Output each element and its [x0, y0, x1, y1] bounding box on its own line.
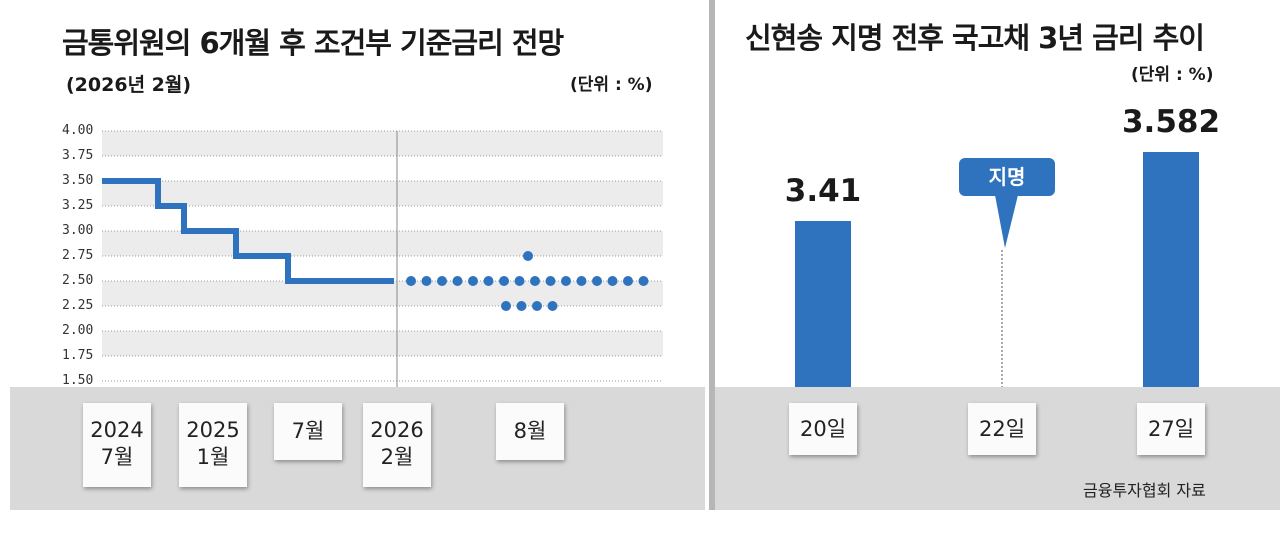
projection-dot	[501, 301, 511, 311]
projection-dot	[576, 276, 587, 286]
y-tick-label: 3.50	[62, 173, 94, 188]
y-tick-label: 2.00	[62, 323, 94, 338]
projection-dot	[499, 276, 509, 286]
y-tick-label: 3.00	[62, 223, 94, 238]
grid-band	[102, 131, 663, 156]
x-axis-card: 8월	[496, 403, 564, 460]
x-axis-label-line1: 8월	[513, 419, 547, 443]
date-card: 20일	[789, 403, 857, 455]
panel-divider	[709, 0, 715, 510]
projection-dot	[483, 276, 494, 286]
projection-dot	[514, 276, 525, 286]
projection-dot	[545, 276, 556, 286]
projection-dot	[421, 276, 432, 286]
projection-dot	[452, 276, 463, 286]
rate-line-chart	[102, 130, 663, 387]
x-axis-card: 2024 7월	[83, 403, 151, 487]
x-axis-label-line1: 7월	[291, 419, 325, 443]
projection-dot	[592, 276, 602, 286]
y-tick-label: 1.50	[62, 373, 94, 388]
bar-value-label: 3.41	[784, 173, 862, 210]
yield-bar	[1143, 152, 1199, 387]
grid-band	[102, 181, 663, 206]
y-tick-label: 4.00	[62, 123, 94, 138]
right-unit-label: (단위 : %)	[1131, 65, 1214, 85]
projection-dot	[406, 276, 416, 286]
x-axis-card: 2025 1월	[179, 403, 247, 487]
grid-band	[102, 281, 663, 306]
projection-dot	[532, 301, 542, 311]
x-axis-card: 7월	[274, 403, 342, 460]
x-axis-label-line1: 2025	[186, 418, 240, 442]
projection-dot	[561, 276, 571, 286]
x-axis-label-line1: 2024	[90, 418, 144, 442]
grid-band	[102, 331, 663, 356]
projection-dot	[437, 276, 447, 286]
x-axis-label-line2: 1월	[196, 445, 230, 469]
bond-yield-panel: 신현송 지명 전후 국고채 3년 금리 추이 (단위 : %) 3.41 20일 2…	[715, 0, 1280, 539]
projection-dot	[547, 301, 558, 311]
bar-value-label: 3.582	[1121, 104, 1221, 140]
grid-band	[102, 231, 663, 256]
yield-bar	[795, 221, 851, 387]
projection-dot	[623, 276, 633, 286]
date-card: 27일	[1137, 403, 1205, 455]
projection-dot	[516, 301, 527, 311]
y-tick-label: 1.75	[62, 348, 94, 363]
nomination-callout: 지명	[959, 158, 1055, 196]
left-unit-label: (단위 : %)	[570, 75, 653, 95]
projection-dot	[468, 276, 478, 286]
y-tick-label: 2.25	[62, 298, 94, 313]
projection-dot	[530, 276, 540, 286]
left-chart-title: 금통위원의 6개월 후 조건부 기준금리 전망	[62, 26, 564, 60]
y-tick-label: 3.25	[62, 198, 94, 213]
projection-dot	[523, 251, 533, 261]
rate-step-line	[102, 178, 394, 284]
y-tick-label: 3.75	[62, 148, 94, 163]
x-axis-label-line2: 2월	[380, 445, 414, 469]
left-chart-subtitle: (2026년 2월)	[66, 74, 192, 96]
x-axis-card: 2026 2월	[363, 403, 431, 487]
y-tick-label: 2.75	[62, 248, 94, 263]
projection-dot	[638, 276, 649, 286]
right-chart-title: 신현송 지명 전후 국고채 3년 금리 추이	[745, 21, 1205, 55]
x-axis-label-line1: 2026	[370, 418, 424, 442]
source-note: 금융투자협회 자료	[1083, 481, 1206, 500]
callout-pointer	[995, 195, 1018, 387]
x-axis-label-line2: 7월	[100, 445, 134, 469]
y-tick-label: 2.50	[62, 273, 94, 288]
projection-dot	[607, 276, 618, 286]
policy-rate-panel: 금통위원의 6개월 후 조건부 기준금리 전망 (2026년 2월) (단위 :…	[10, 26, 705, 510]
date-card: 22일	[968, 403, 1036, 455]
